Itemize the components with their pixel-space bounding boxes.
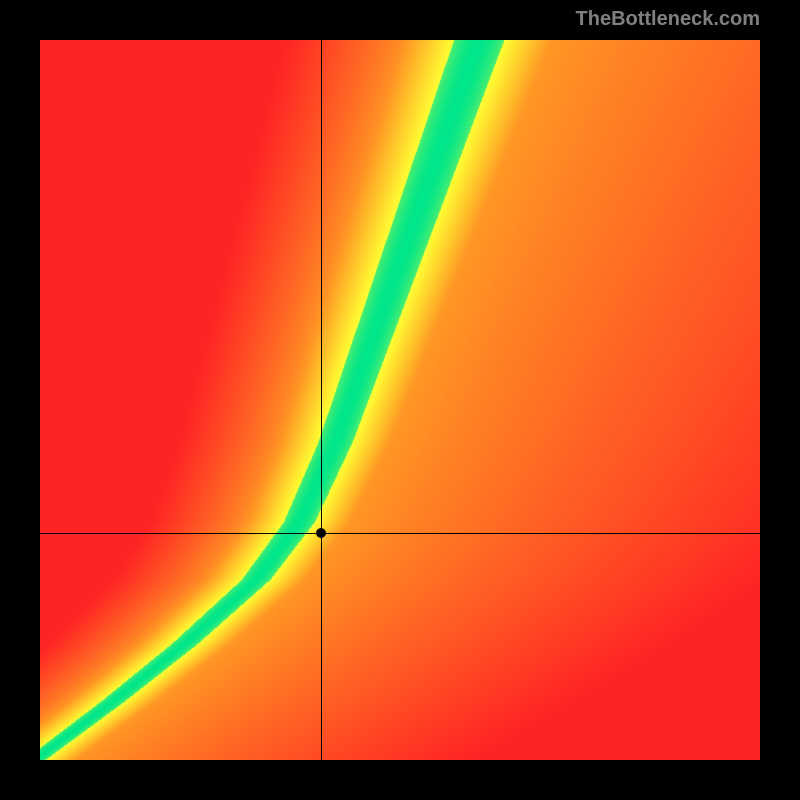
crosshair-marker bbox=[316, 528, 326, 538]
heatmap-canvas bbox=[40, 40, 760, 760]
crosshair-vertical bbox=[321, 40, 322, 760]
crosshair-horizontal bbox=[40, 533, 760, 534]
watermark-text: TheBottleneck.com bbox=[576, 8, 760, 31]
heatmap-plot bbox=[40, 40, 760, 760]
